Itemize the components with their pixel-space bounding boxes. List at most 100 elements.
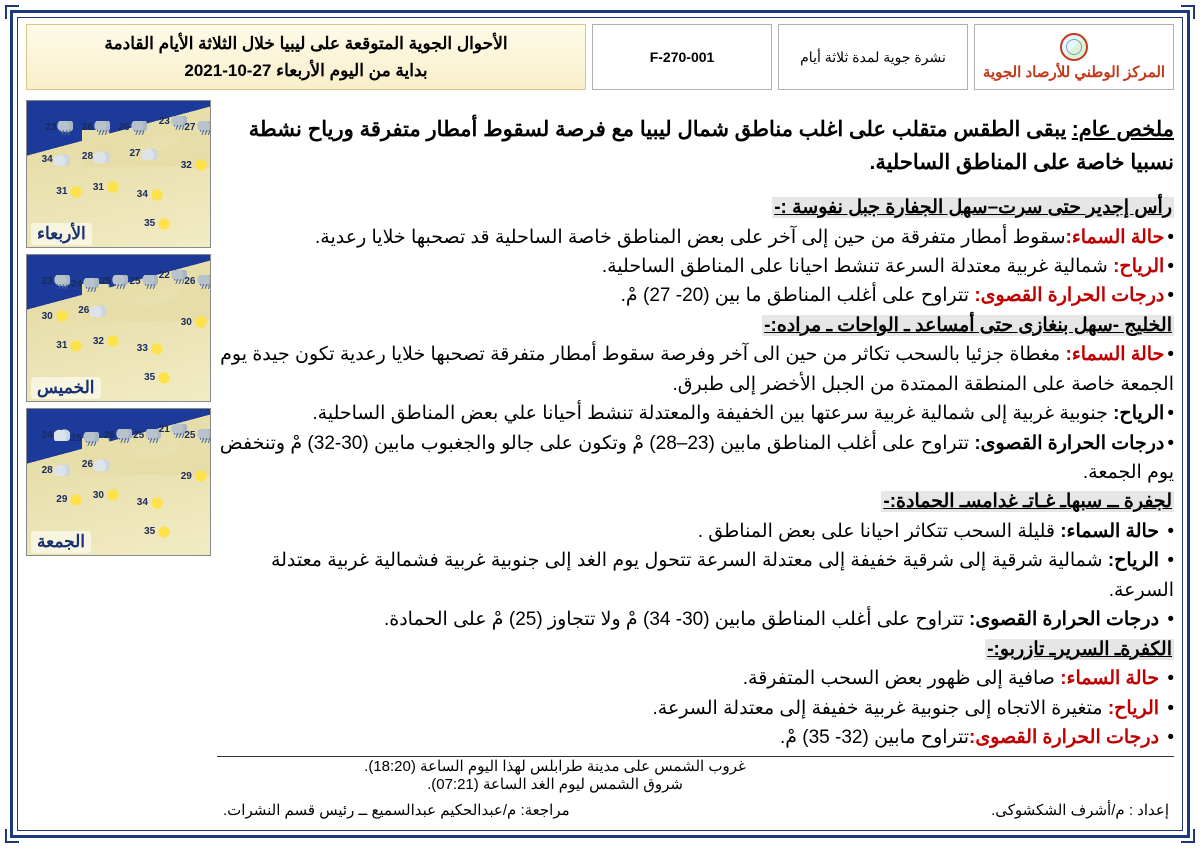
sun-icon — [193, 470, 209, 482]
title-cell: الأحوال الجوية المتوقعة على ليبيا خلال ا… — [26, 24, 586, 90]
map-point: 34 — [137, 497, 165, 509]
temp-value: 30 — [42, 311, 53, 322]
map-point: 34 — [42, 154, 70, 166]
map-point: 25 — [184, 429, 211, 441]
map-point: 25 — [71, 432, 99, 444]
temp-value: 29 — [56, 494, 67, 505]
line-text: جنوبية غربية إلى شمالية غربية سرعتها بين… — [312, 403, 1113, 424]
temp-value: 23 — [45, 122, 56, 133]
temp-value: 25 — [129, 276, 140, 287]
temp-value: 24 — [42, 430, 53, 441]
map-point: 35 — [144, 218, 172, 230]
temp-value: 26 — [119, 122, 130, 133]
forecast-line: حالة السماء: مغطاة جزئيا بالسحب تكاثر من… — [217, 340, 1174, 399]
temp-value: 28 — [42, 465, 53, 476]
map-point: 26 — [119, 121, 147, 133]
map-point: 22 — [159, 270, 187, 282]
rain-icon — [131, 121, 147, 133]
map-point: 25 — [129, 275, 157, 287]
line-label: الرياح: — [1113, 403, 1164, 424]
sun-icon — [105, 489, 121, 501]
temp-value: 22 — [159, 270, 170, 281]
line-label: الرياح: — [1113, 256, 1164, 277]
line-text: صافية إلى ظهور بعض السحب المتفرقة. — [743, 668, 1060, 689]
temp-value: 25 — [133, 430, 144, 441]
map-point: 30 — [42, 310, 70, 322]
cloud-icon — [54, 154, 70, 166]
sun-icon — [156, 526, 172, 538]
org-logo-icon — [1060, 33, 1088, 61]
map-point: 26 — [78, 305, 106, 317]
temp-value: 34 — [42, 154, 53, 165]
line-text: متغيرة الاتجاه إلى جنوبية غربية خفيفة إل… — [653, 698, 1108, 719]
sun-icon — [156, 218, 172, 230]
forecast-line: الرياح: شمالية شرقية إلى شرقية خفيفة إلى… — [217, 546, 1174, 605]
map-point: 23 — [45, 121, 73, 133]
map-point: 35 — [144, 526, 172, 538]
map-point: 33 — [137, 343, 165, 355]
map-point: 32 — [93, 335, 121, 347]
temp-value: 25 — [100, 276, 111, 287]
forecast-line: الرياح: متغيرة الاتجاه إلى جنوبية غربية … — [217, 694, 1174, 723]
region-head: لجفرة ــ سبهاـ غـاتـ غدامسـ الحمادة:- — [881, 491, 1174, 512]
footer-row: إعداد : م/أشرف الشكشوكى. مراجعة: م/عبدال… — [223, 801, 1169, 819]
forecast-line: حالة السماء:سقوط أمطار متفرقة من حين إلى… — [217, 223, 1174, 252]
cloud-icon — [94, 459, 110, 471]
page-frame: المركز الوطني للأرصاد الجوية نشرة جوية ل… — [10, 10, 1190, 838]
map-point: 21 — [159, 424, 187, 436]
cloud-icon — [94, 151, 110, 163]
map-point: 32 — [181, 159, 209, 171]
line-text: مغطاة جزئيا بالسحب تكاثر من حين الى آخر … — [220, 344, 1174, 394]
cloud-icon — [90, 305, 106, 317]
cloud-icon — [54, 429, 70, 441]
map-point: 23 — [42, 275, 70, 287]
bulletin-type: نشرة جوية لمدة ثلاثة أيام — [778, 24, 968, 90]
rain-icon — [54, 275, 70, 287]
map-point: 24 — [42, 429, 70, 441]
map-point: 30 — [181, 316, 209, 328]
forecast-line: درجات الحرارة القصوى:تتراوح مابين (32- 3… — [217, 723, 1174, 752]
summary-block: ملخص عام: يبقى الطقس متقلب على اغلب مناط… — [217, 114, 1174, 179]
line-text: شمالية شرقية إلى شرقية خفيفة إلى معتدلة … — [271, 550, 1174, 600]
forecast-line: درجات الحرارة القصوى: تتراوح على أغلب ال… — [217, 429, 1174, 488]
temp-value: 27 — [184, 122, 195, 133]
map-point: 30 — [93, 489, 121, 501]
line-text: قليلة السحب تتكاثر احيانا على بعض المناط… — [698, 521, 1060, 542]
line-text: سقوط أمطار متفرقة من حين إلى آخر على بعض… — [315, 227, 1066, 248]
rain-icon — [94, 121, 110, 133]
sunset-text: غروب الشمس على مدينة طرابلس لهذا اليوم ا… — [223, 757, 887, 775]
temp-value: 25 — [184, 430, 195, 441]
line-label: درجات الحرارة القصوى: — [969, 727, 1164, 748]
map-point: 24 — [71, 278, 99, 290]
temp-value: 21 — [159, 424, 170, 435]
forecast-map: 23242525222630263031323335الخميس — [26, 254, 211, 402]
rain-icon — [142, 275, 158, 287]
temp-value: 26 — [78, 305, 89, 316]
sun-icon — [105, 335, 121, 347]
sun-icon — [156, 372, 172, 384]
temp-value: 26 — [104, 430, 115, 441]
review-text: مراجعة: م/عبدالحكيم عبدالسميع ــ رئيس قس… — [223, 801, 570, 819]
doc-code: F-270-001 — [592, 24, 772, 90]
map-day-label: الجمعة — [31, 531, 91, 553]
line-label: حالة السماء: — [1060, 668, 1164, 689]
temp-value: 23 — [159, 116, 170, 127]
line-text: تتراوح على أغلب المناطق مابين (30- 34) م… — [384, 609, 969, 630]
map-point: 28 — [42, 464, 70, 476]
temp-value: 30 — [93, 490, 104, 501]
map-day-label: الأربعاء — [31, 223, 92, 245]
map-point: 25 — [133, 429, 161, 441]
line-label: حالة السماء: — [1066, 344, 1165, 365]
org-name: المركز الوطني للأرصاد الجوية — [983, 63, 1165, 81]
map-point: 35 — [144, 372, 172, 384]
temp-value: 34 — [137, 497, 148, 508]
temp-value: 31 — [93, 182, 104, 193]
map-point: 26 — [82, 121, 110, 133]
line-label: الرياح: — [1108, 698, 1165, 719]
sun-icon — [68, 340, 84, 352]
sun-icon — [68, 186, 84, 198]
line-text: شمالية غربية معتدلة السرعة تنشط احيانا ع… — [602, 256, 1113, 277]
line-label: الرياح: — [1108, 550, 1165, 571]
sun-times: غروب الشمس على مدينة طرابلس لهذا اليوم ا… — [223, 757, 887, 793]
sun-icon — [149, 497, 165, 509]
